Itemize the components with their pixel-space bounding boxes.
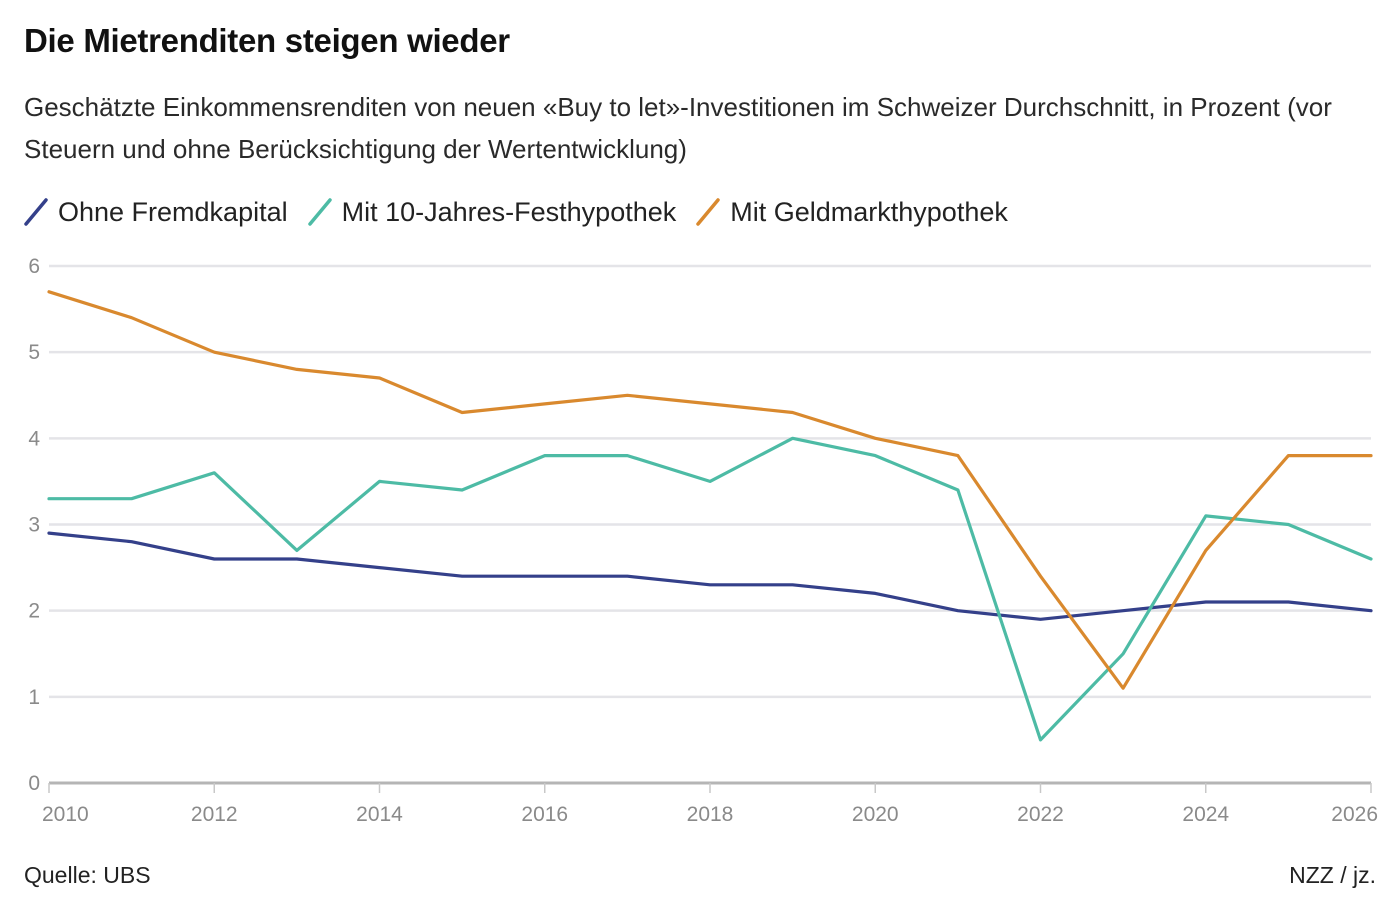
credit-note: NZZ / jz. — [1289, 862, 1376, 888]
source-note: Quelle: UBS — [24, 862, 151, 888]
legend-line — [307, 198, 332, 226]
legend-label: Mit 10-Jahres-Festhypothek — [341, 196, 677, 227]
y-tick-label: 0 — [28, 772, 40, 795]
x-tick-label: 2010 — [42, 803, 89, 826]
y-tick-label: 6 — [28, 255, 40, 278]
legend-label: Ohne Fremdkapital — [58, 196, 288, 227]
x-axis: 2010 2012 2014 2016 2018 2020 2022 2024 2026 — [42, 781, 1378, 826]
y-tick-label: 4 — [28, 427, 40, 450]
y-tick-label: 3 — [28, 514, 40, 537]
series-line-mit-geldmarkthypothek — [47, 290, 1373, 690]
x-tick-label: 2026 — [1331, 803, 1378, 826]
legend-swatch-icon — [307, 198, 332, 226]
line-chart: 0 1 2 3 4 5 6 2010 2012 2014 2016 2018 2020 2022 2024… — [28, 255, 1378, 826]
x-tick-label: 2014 — [356, 803, 403, 826]
chart-subtitle: Geschätzte Einkommensrenditen von neuen … — [24, 92, 1332, 164]
legend-item-festhypothek: Mit 10-Jahres-Festhypothek — [306, 196, 677, 228]
y-axis: 0 1 2 3 4 5 6 — [28, 255, 40, 795]
legend-line — [24, 198, 48, 226]
y-tick-label: 1 — [28, 686, 40, 709]
legend-item-ohne-fremdkapital: Ohne Fremdkapital — [22, 196, 288, 228]
x-tick-label: 2012 — [191, 803, 238, 826]
series-lines — [47, 290, 1373, 742]
legend-line — [696, 198, 720, 226]
legend-swatch-icon — [696, 198, 720, 226]
legend: Ohne Fremdkapital Mit 10-Jahres-Festhypo… — [22, 196, 1026, 228]
chart-title: Die Mietrenditen steigen wieder — [24, 22, 510, 59]
legend-label: Mit Geldmarkthypothek — [730, 196, 1008, 227]
x-tick-label: 2022 — [1017, 803, 1064, 826]
legend-swatch-icon — [24, 198, 48, 226]
x-tick-label: 2024 — [1182, 803, 1229, 826]
y-tick-label: 2 — [28, 600, 40, 623]
x-tick-label: 2016 — [521, 803, 568, 826]
x-tick-label: 2020 — [852, 803, 899, 826]
legend-item-geldmarkthypothek: Mit Geldmarkthypothek — [694, 196, 1008, 228]
series-line-mit-10-jahres-festhypothek — [47, 436, 1373, 742]
y-tick-label: 5 — [28, 341, 40, 364]
x-tick-label: 2018 — [687, 803, 734, 826]
